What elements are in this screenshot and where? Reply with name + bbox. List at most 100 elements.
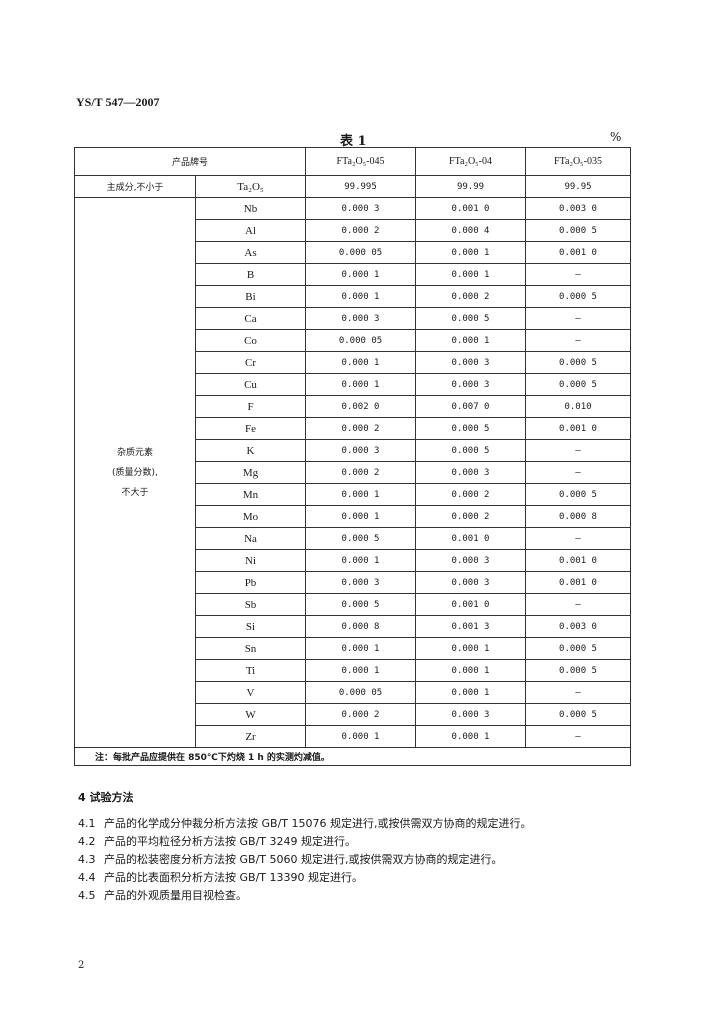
value-cell: 0.000 5	[525, 285, 632, 308]
value-cell: 0.001 3	[415, 615, 527, 638]
value-cell: 0.001 0	[525, 549, 632, 572]
clause-number: 4.2	[78, 835, 96, 848]
value-cell: 0.000 3	[415, 461, 527, 484]
value-cell: —	[525, 681, 632, 704]
value-cell: 0.000 5	[525, 351, 632, 374]
value-cell: —	[525, 725, 632, 748]
clause-text: 产品的平均粒径分析方法按 GB/T 3249 规定进行。	[104, 835, 356, 848]
clause-text: 产品的松装密度分析方法按 GB/T 5060 规定进行,或按供需双方协商的规定进…	[104, 853, 503, 866]
impurity-label-line: 杂质元素	[116, 447, 153, 458]
value-cell: 0.000 5	[415, 417, 527, 440]
element-cell: Al	[194, 219, 307, 242]
standard-number: YS/T 547—2007	[76, 95, 160, 109]
value-cell: 0.000 2	[415, 505, 527, 528]
impurity-row: Co 0.000 05 0.000 1—	[75, 329, 632, 352]
element-cell: Zr	[194, 725, 307, 748]
value-cell: 0.000 1	[305, 263, 417, 286]
impurity-label-line: 不大于	[121, 487, 149, 498]
element-cell: Ti	[194, 659, 307, 682]
grade-045: FTa₂O₅-045	[305, 147, 417, 176]
element-cell: Ni	[194, 549, 307, 572]
clause-item: 4.5 产品的外观质量用目视检查。	[78, 887, 247, 903]
table-title: 表 1	[340, 134, 367, 149]
value-cell: 0.000 3	[305, 307, 417, 330]
grade-04: FTa₂O₅-04	[415, 147, 527, 176]
section-heading: 4 试验方法	[78, 791, 134, 804]
element-cell: Mo	[194, 505, 307, 528]
value-cell: 0.000 1	[305, 725, 417, 748]
composition-table: 产品牌号 FTa₂O₅-045 FTa₂O₅-04 FTa₂O₅-035 主成分…	[73, 147, 632, 766]
value-cell: 0.000 1	[415, 681, 527, 704]
value-cell: 0.000 5	[415, 439, 527, 462]
clause-number: 4.1	[78, 817, 96, 830]
impurity-row: F 0.002 0 0.007 0 0.010	[75, 395, 632, 418]
value-cell: 0.000 5	[305, 593, 417, 616]
impurity-row: Mg 0.000 2 0.000 3—	[75, 461, 632, 484]
value-cell: 0.000 2	[415, 285, 527, 308]
value-cell: —	[525, 329, 632, 352]
value-cell: 0.000 1	[305, 659, 417, 682]
element-cell: V	[194, 681, 307, 704]
element-cell: Bi	[194, 285, 307, 308]
clause-number: 4.3	[78, 853, 96, 866]
element-cell: Si	[194, 615, 307, 638]
element-cell: Nb	[194, 197, 307, 220]
value-cell: 0.000 3	[415, 703, 527, 726]
value-cell: 0.000 1	[415, 659, 527, 682]
value-cell: 0.000 05	[305, 329, 417, 352]
value-cell: 99.995	[305, 175, 417, 198]
clause-text: 产品的外观质量用目视检查。	[104, 889, 247, 902]
header-row: 产品牌号 FTa₂O₅-045 FTa₂O₅-04 FTa₂O₅-035	[73, 147, 632, 176]
value-cell: 0.000 5	[305, 527, 417, 550]
value-cell: 0.001 0	[525, 571, 632, 594]
clause-number: 4.5	[78, 889, 96, 902]
value-cell: 0.000 2	[305, 703, 417, 726]
page-number: 2	[78, 960, 85, 971]
main-component-element: Ta₂O₅	[194, 175, 307, 198]
impurity-row: Cu 0.000 1 0.000 3 0.000 5	[75, 373, 632, 396]
element-cell: F	[194, 395, 307, 418]
element-cell: K	[194, 439, 307, 462]
element-cell: Mn	[194, 483, 307, 506]
value-cell: 0.000 3	[415, 549, 527, 572]
value-cell: 0.003 0	[525, 615, 632, 638]
element-cell: Cu	[194, 373, 307, 396]
impurity-row: Sb 0.000 5 0.001 0—	[75, 593, 632, 616]
value-cell: 0.001 0	[415, 197, 527, 220]
element-cell: Cr	[194, 351, 307, 374]
value-cell: 0.000 8	[525, 505, 632, 528]
value-cell: 0.007 0	[415, 395, 527, 418]
element-cell: Mg	[194, 461, 307, 484]
main-component-label: 主成分,不小于	[74, 175, 196, 198]
value-cell: 0.000 3	[415, 373, 527, 396]
value-cell: 0.001 0	[525, 241, 632, 264]
impurity-label-line: (质量分数),	[112, 467, 158, 478]
value-cell: 0.000 1	[415, 241, 527, 264]
value-cell: 0.010	[525, 395, 632, 418]
value-cell: —	[525, 527, 632, 550]
value-cell: 0.000 5	[525, 637, 632, 660]
table-unit: %	[610, 130, 622, 144]
value-cell: —	[525, 307, 632, 330]
clause-item: 4.2 产品的平均粒径分析方法按 GB/T 3249 规定进行。	[78, 833, 356, 849]
value-cell: 0.000 1	[415, 725, 527, 748]
element-cell: Pb	[194, 571, 307, 594]
element-cell: Fe	[194, 417, 307, 440]
value-cell: 0.001 0	[415, 593, 527, 616]
impurity-row: Pb 0.000 3 0.000 3 0.001 0	[75, 571, 632, 594]
clause-item: 4.1 产品的化学成分仲裁分析方法按 GB/T 15076 规定进行,或按供需双方…	[78, 815, 531, 831]
value-cell: 0.000 3	[415, 571, 527, 594]
value-cell: 0.001 0	[525, 417, 632, 440]
element-cell: Sb	[194, 593, 307, 616]
value-cell: 0.000 1	[415, 263, 527, 286]
value-cell: 0.000 5	[525, 659, 632, 682]
grade-header: 产品牌号	[73, 147, 307, 176]
value-cell: 0.000 1	[305, 483, 417, 506]
clause-text: 产品的比表面积分析方法按 GB/T 13390 规定进行。	[104, 871, 363, 884]
value-cell: 0.000 3	[305, 197, 417, 220]
impurity-row: Ca 0.000 3 0.000 5—	[75, 307, 632, 330]
value-cell: 0.000 1	[305, 285, 417, 308]
impurity-row: Zr 0.000 1 0.000 1—	[75, 725, 632, 748]
value-cell: 0.003 0	[525, 197, 632, 220]
element-cell: Na	[194, 527, 307, 550]
